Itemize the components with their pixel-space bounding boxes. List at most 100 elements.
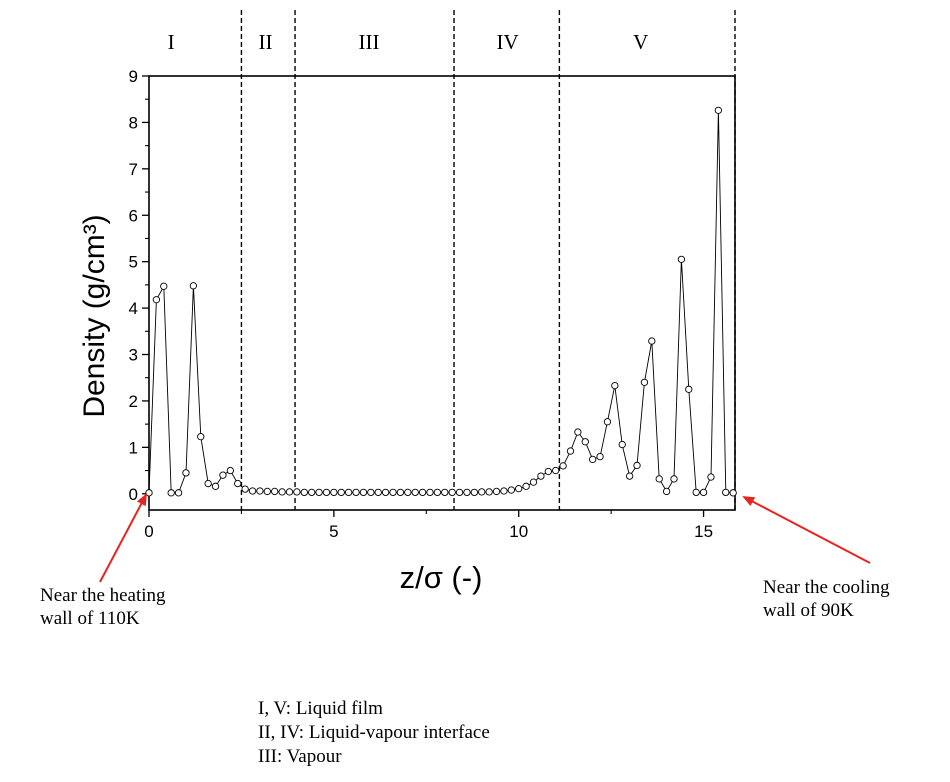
data-point-18 bbox=[271, 487, 279, 496]
data-point-24 bbox=[315, 488, 323, 497]
data-point-62 bbox=[596, 452, 604, 461]
data-point-61 bbox=[589, 455, 597, 464]
data-point-17 bbox=[263, 487, 271, 496]
region-label-5: V bbox=[633, 30, 648, 54]
data-point-63 bbox=[603, 418, 612, 426]
data-point-37 bbox=[411, 488, 419, 497]
region-label-1: I bbox=[168, 30, 175, 54]
heating-wall-arrow bbox=[99, 493, 147, 583]
plot-frame bbox=[148, 75, 736, 511]
data-point-9 bbox=[204, 479, 212, 488]
data-point-75 bbox=[692, 488, 700, 497]
data-point-67 bbox=[633, 461, 641, 470]
data-point-29 bbox=[352, 488, 360, 497]
data-point-16 bbox=[256, 487, 264, 495]
data-point-6 bbox=[182, 469, 190, 477]
y-tick-label-1: 1 bbox=[129, 438, 138, 457]
data-point-47 bbox=[485, 488, 493, 496]
data-point-64 bbox=[611, 381, 619, 390]
data-point-53 bbox=[529, 478, 538, 486]
cooling-wall-note-line2: wall of 90K bbox=[763, 600, 854, 621]
data-point-12 bbox=[226, 466, 234, 475]
region-boundaries bbox=[240, 10, 736, 510]
plot-area-border bbox=[148, 75, 736, 511]
data-point-76 bbox=[699, 488, 708, 497]
cooling-wall-note: Near the cooling wall of 90K bbox=[763, 576, 890, 622]
heating-wall-note: Near the heating wall of 110K bbox=[40, 584, 166, 630]
data-point-77 bbox=[707, 473, 715, 481]
data-point-65 bbox=[618, 440, 626, 449]
data-point-33 bbox=[381, 488, 390, 497]
data-point-30 bbox=[359, 488, 368, 497]
x-tick-label-2: 10 bbox=[509, 522, 528, 541]
region-labels: I II III IV V bbox=[168, 30, 649, 54]
data-point-72 bbox=[670, 475, 678, 483]
data-point-7 bbox=[189, 282, 198, 290]
data-point-26 bbox=[330, 488, 338, 497]
region-label-3: III bbox=[358, 30, 379, 54]
x-axis-ticks: 0 5 10 15 bbox=[144, 510, 713, 541]
heating-wall-note-line2: wall of 110K bbox=[40, 608, 140, 629]
data-point-68 bbox=[640, 378, 649, 387]
data-point-31 bbox=[367, 488, 375, 497]
x-tick-label-1: 5 bbox=[329, 522, 338, 541]
legend-line-liquid-film: I, V: Liquid film bbox=[258, 698, 383, 719]
data-point-44 bbox=[463, 488, 471, 497]
data-point-74 bbox=[685, 385, 693, 393]
data-point-5 bbox=[174, 489, 183, 497]
data-point-10 bbox=[211, 482, 220, 490]
data-point-39 bbox=[426, 488, 434, 497]
y-tick-label-9: 9 bbox=[129, 67, 138, 86]
region-label-2: II bbox=[258, 30, 272, 54]
y-tick-label-5: 5 bbox=[129, 253, 138, 272]
y-axis-label: Density (g/cm³) bbox=[78, 214, 111, 417]
data-point-2 bbox=[152, 296, 161, 304]
y-tick-label-3: 3 bbox=[129, 346, 138, 365]
data-point-36 bbox=[404, 488, 412, 497]
data-point-51 bbox=[515, 484, 523, 493]
data-point-13 bbox=[234, 479, 242, 488]
data-point-54 bbox=[537, 472, 545, 480]
data-point-4 bbox=[167, 489, 175, 497]
data-point-69 bbox=[648, 337, 656, 345]
cooling-wall-note-line1: Near the cooling bbox=[763, 577, 890, 598]
data-point-46 bbox=[478, 488, 486, 496]
x-tick-label-0: 0 bbox=[144, 522, 153, 541]
data-point-60 bbox=[581, 438, 589, 446]
data-point-3 bbox=[160, 282, 168, 290]
data-point-34 bbox=[389, 488, 397, 497]
data-point-80 bbox=[729, 489, 737, 497]
data-point-59 bbox=[574, 428, 582, 436]
region-label-4: IV bbox=[497, 30, 519, 54]
data-point-35 bbox=[396, 488, 405, 497]
data-point-66 bbox=[625, 472, 634, 480]
data-point-40 bbox=[433, 488, 442, 497]
y-axis-ticks: 0 1 2 3 4 5 6 7 8 9 bbox=[129, 67, 149, 504]
data-point-50 bbox=[507, 486, 515, 494]
legend-line-interface: II, IV: Liquid-vapour interface bbox=[258, 722, 490, 743]
data-point-21 bbox=[293, 488, 301, 496]
data-point-43 bbox=[455, 488, 464, 497]
y-tick-label-0: 0 bbox=[129, 485, 138, 504]
data-point-11 bbox=[219, 471, 227, 479]
data-point-42 bbox=[448, 488, 456, 497]
data-point-19 bbox=[278, 488, 286, 496]
data-point-28 bbox=[344, 488, 353, 497]
data-point-55 bbox=[544, 467, 552, 476]
data-point-25 bbox=[322, 488, 331, 497]
y-tick-label-6: 6 bbox=[129, 206, 138, 225]
data-point-32 bbox=[374, 488, 382, 497]
cooling-wall-arrow bbox=[742, 496, 871, 564]
data-point-38 bbox=[418, 488, 427, 497]
data-point-73 bbox=[677, 255, 686, 263]
data-point-78 bbox=[714, 106, 723, 114]
data-point-23 bbox=[308, 488, 316, 497]
data-point-27 bbox=[337, 488, 345, 497]
data-point-70 bbox=[655, 475, 663, 483]
x-tick-label-3: 15 bbox=[694, 522, 713, 541]
data-point-14 bbox=[241, 485, 249, 493]
data-point-56 bbox=[552, 466, 560, 475]
region-legend: I, V: Liquid film II, IV: Liquid-vapour … bbox=[258, 697, 490, 769]
data-point-48 bbox=[492, 487, 501, 496]
